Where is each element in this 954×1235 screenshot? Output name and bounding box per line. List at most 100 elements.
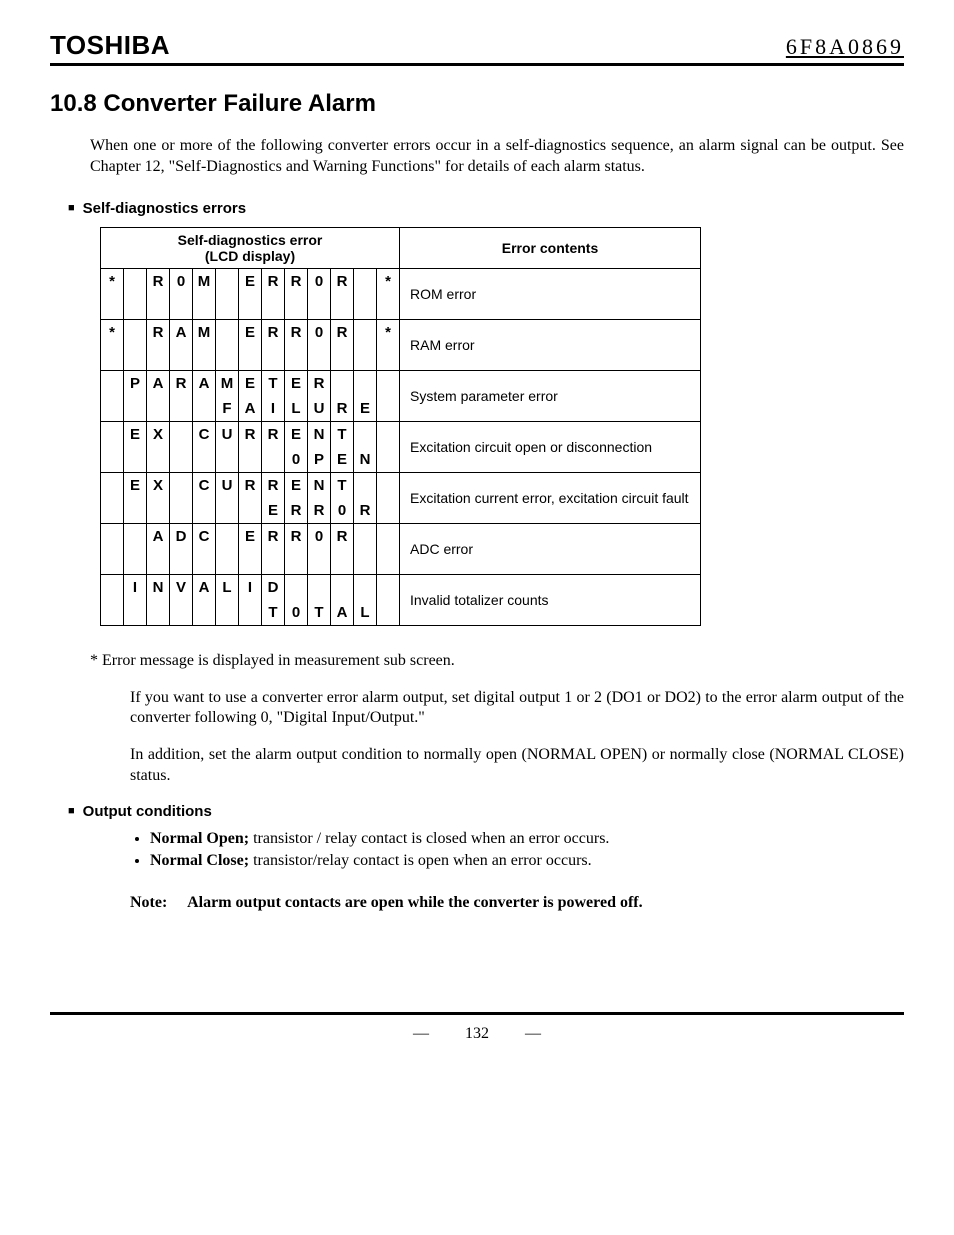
lcd-cell — [124, 294, 147, 320]
brand-logo: TOSHIBA — [50, 30, 170, 61]
lcd-cell: R — [147, 319, 170, 345]
lcd-cell — [101, 472, 124, 498]
lcd-cell: R — [285, 523, 308, 549]
lcd-cell: A — [170, 319, 193, 345]
lcd-cell: X — [147, 472, 170, 498]
lcd-cell — [308, 574, 331, 600]
lcd-cell: 0 — [285, 447, 308, 473]
lcd-cell: R — [262, 421, 285, 447]
lcd-cell — [377, 498, 400, 524]
lcd-cell — [377, 370, 400, 396]
lcd-cell — [101, 574, 124, 600]
lcd-cell: E — [285, 370, 308, 396]
lcd-cell — [354, 523, 377, 549]
page-number: 132 — [465, 1025, 489, 1042]
lcd-cell — [216, 498, 239, 524]
lcd-cell: M — [193, 319, 216, 345]
lcd-cell — [377, 472, 400, 498]
lcd-cell: R — [239, 421, 262, 447]
lcd-cell: R — [170, 370, 193, 396]
lcd-cell — [101, 421, 124, 447]
condition-item: Normal Open; transistor / relay contact … — [150, 830, 904, 848]
lcd-cell: R — [147, 268, 170, 294]
lcd-cell — [354, 370, 377, 396]
lcd-cell: T — [262, 600, 285, 626]
lcd-cell — [354, 472, 377, 498]
lcd-cell: F — [216, 396, 239, 422]
lcd-cell — [124, 523, 147, 549]
lcd-cell — [170, 396, 193, 422]
lcd-cell: E — [239, 268, 262, 294]
lcd-cell: 0 — [170, 268, 193, 294]
lcd-cell: A — [147, 523, 170, 549]
lcd-cell — [331, 345, 354, 371]
lcd-cell — [193, 396, 216, 422]
lcd-cell: L — [216, 574, 239, 600]
lcd-cell: A — [331, 600, 354, 626]
lcd-cell: E — [285, 421, 308, 447]
lcd-cell: D — [262, 574, 285, 600]
table-footnote: * Error message is displayed in measurem… — [90, 652, 904, 670]
lcd-cell — [308, 294, 331, 320]
error-description: ADC error — [400, 523, 701, 574]
lcd-cell — [354, 574, 377, 600]
lcd-cell: L — [285, 396, 308, 422]
page-footer: — 132 — — [50, 1012, 904, 1043]
lcd-cell — [285, 549, 308, 575]
lcd-cell: R — [308, 498, 331, 524]
body-paragraph-1: If you want to use a converter error ala… — [130, 688, 904, 730]
lcd-cell — [216, 268, 239, 294]
lcd-cell — [101, 447, 124, 473]
lcd-cell: V — [170, 574, 193, 600]
lcd-cell — [101, 345, 124, 371]
lcd-cell: R — [262, 268, 285, 294]
lcd-cell — [124, 549, 147, 575]
subheading-output-conditions: Output conditions — [68, 803, 904, 820]
lcd-cell: L — [354, 600, 377, 626]
lcd-cell — [331, 294, 354, 320]
lcd-cell — [147, 549, 170, 575]
lcd-cell — [124, 268, 147, 294]
lcd-cell: I — [262, 396, 285, 422]
lcd-cell — [285, 294, 308, 320]
lcd-cell — [193, 549, 216, 575]
lcd-cell: E — [239, 523, 262, 549]
lcd-cell — [331, 370, 354, 396]
lcd-cell: * — [377, 268, 400, 294]
lcd-cell: E — [239, 370, 262, 396]
page-header: TOSHIBA 6F8A0869 — [50, 30, 904, 66]
lcd-cell: N — [354, 447, 377, 473]
lcd-cell: A — [239, 396, 262, 422]
lcd-cell — [331, 574, 354, 600]
lcd-cell — [377, 600, 400, 626]
lcd-cell: E — [354, 396, 377, 422]
lcd-cell — [193, 345, 216, 371]
footer-dash-left: — — [413, 1025, 429, 1042]
lcd-cell — [331, 549, 354, 575]
lcd-cell — [147, 396, 170, 422]
lcd-cell — [193, 294, 216, 320]
lcd-cell — [170, 294, 193, 320]
lcd-cell: R — [239, 472, 262, 498]
lcd-cell — [170, 421, 193, 447]
lcd-cell: R — [262, 523, 285, 549]
lcd-cell — [101, 498, 124, 524]
lcd-cell — [170, 498, 193, 524]
lcd-cell — [354, 421, 377, 447]
lcd-cell — [170, 447, 193, 473]
lcd-cell — [354, 268, 377, 294]
lcd-cell: R — [354, 498, 377, 524]
lcd-cell — [354, 319, 377, 345]
error-description: Excitation current error, excitation cir… — [400, 472, 701, 523]
lcd-cell: * — [377, 319, 400, 345]
lcd-cell — [170, 549, 193, 575]
lcd-cell — [124, 345, 147, 371]
lcd-cell — [101, 549, 124, 575]
lcd-cell — [308, 549, 331, 575]
condition-item: Normal Close; transistor/relay contact i… — [150, 852, 904, 870]
conditions-list: Normal Open; transistor / relay contact … — [150, 830, 904, 870]
lcd-cell — [216, 319, 239, 345]
lcd-cell: M — [193, 268, 216, 294]
lcd-cell: T — [331, 421, 354, 447]
lcd-cell: N — [308, 421, 331, 447]
